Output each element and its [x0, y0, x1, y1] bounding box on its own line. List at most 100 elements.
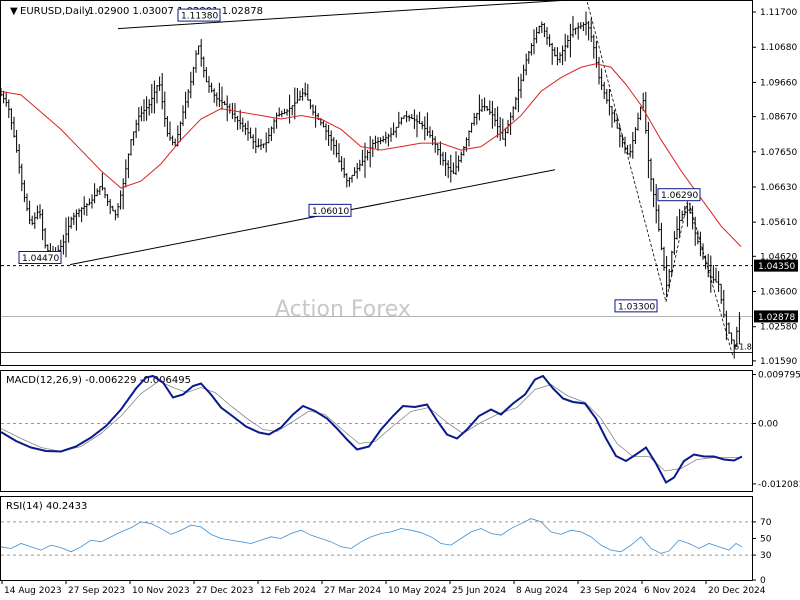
price-bar [569, 23, 572, 58]
price-bar [83, 196, 86, 216]
price-bar [618, 124, 621, 148]
price-bar [621, 134, 624, 148]
price-bar [270, 126, 273, 142]
wave-dashed-line [586, 0, 734, 357]
price-bar [441, 151, 445, 166]
price-bar [405, 110, 408, 123]
price-bar [223, 100, 226, 106]
price-bar [558, 52, 562, 63]
price-bar [181, 105, 185, 127]
price-bar [171, 135, 174, 146]
price-bar [246, 120, 250, 141]
x-axis-label: 12 Feb 2024 [260, 586, 316, 596]
price-bar [384, 131, 387, 144]
price-bar [519, 73, 523, 99]
price-bar [686, 202, 689, 227]
price-bar [18, 144, 21, 174]
price-bar [345, 173, 348, 188]
moving-average-line [0, 63, 742, 248]
price-bar [189, 71, 192, 99]
price-bar [426, 112, 429, 137]
lower-trend-line [69, 169, 556, 266]
price-bar [561, 45, 564, 66]
price-bar [483, 97, 486, 112]
price-bar [655, 184, 658, 224]
price-bar [668, 268, 671, 289]
price-bar [90, 194, 94, 209]
price-bar [7, 99, 10, 119]
price-bar [707, 253, 710, 278]
price-bar [480, 98, 484, 112]
price-bar [389, 127, 393, 142]
price-bar [369, 136, 372, 168]
price-bar [150, 84, 153, 114]
price-bar [467, 130, 471, 147]
price-bar [457, 155, 460, 172]
price-label-box [177, 8, 221, 22]
price-bar [395, 126, 398, 138]
price-bar [116, 203, 120, 218]
price-bar [473, 113, 476, 126]
price-bar [46, 244, 49, 252]
rsi-axis-label: 50 [760, 535, 772, 545]
price-bar [288, 94, 291, 124]
price-bar [210, 82, 213, 93]
price-bar [142, 99, 146, 122]
price-bar [5, 92, 8, 107]
current-price-label: 1.02878 [758, 313, 795, 323]
macd-title: MACD(12,26,9) -0.006229 -0.006495 [6, 375, 191, 386]
price-bar [675, 216, 679, 240]
price-bar [727, 322, 731, 334]
price-bar [67, 216, 70, 243]
price-bar [239, 109, 242, 130]
price-bar [314, 105, 317, 128]
price-bar [174, 138, 177, 147]
price-bar [101, 172, 104, 191]
price-bar [592, 34, 595, 59]
price-bar [33, 212, 36, 229]
price-bar [135, 119, 138, 139]
price-bar [514, 96, 517, 110]
price-axis-label: 1.07650 [760, 148, 797, 158]
price-bar [161, 72, 164, 110]
price-bar [649, 158, 653, 192]
price-bar [688, 202, 692, 214]
price-bar [348, 177, 351, 187]
price-bar [439, 141, 442, 165]
price-bar [657, 204, 660, 232]
axes-layer: 1.11700 1.10680 1.09660 1.08670 1.07650 1.066… [1, 8, 800, 596]
price-bar [330, 130, 333, 151]
price-bar [85, 203, 88, 216]
price-bar [527, 50, 530, 64]
price-label-box [657, 188, 701, 202]
price-bar [579, 22, 582, 30]
price-bar [590, 18, 593, 43]
price-bar [44, 228, 47, 249]
price-bar [720, 283, 723, 304]
x-axis-label: 25 Jun 2024 [452, 586, 506, 596]
price-bar [691, 205, 694, 230]
price-bar [400, 117, 403, 125]
price-bar [291, 105, 294, 116]
price-bar [272, 118, 276, 134]
price-axis-label: 1.05610 [760, 218, 797, 228]
price-bar [577, 22, 580, 40]
price-bar [553, 47, 556, 57]
price-bar [298, 90, 302, 101]
price-bar [665, 256, 668, 298]
price-bar [233, 102, 237, 122]
price-bar [376, 136, 380, 151]
price-bar [77, 208, 81, 218]
chart-symbol: EURUSD,Daily [20, 6, 91, 17]
price-bar [283, 108, 286, 115]
price-bar [10, 108, 13, 130]
price-label-text: 1.03300 [618, 302, 655, 312]
price-bar [41, 209, 44, 241]
x-axis-label: 8 Aug 2024 [516, 586, 568, 596]
price-bar [226, 95, 229, 122]
rsi-line [0, 518, 743, 554]
price-bar [410, 114, 413, 120]
price-panel-frame [0, 0, 753, 366]
price-bar [460, 151, 463, 163]
